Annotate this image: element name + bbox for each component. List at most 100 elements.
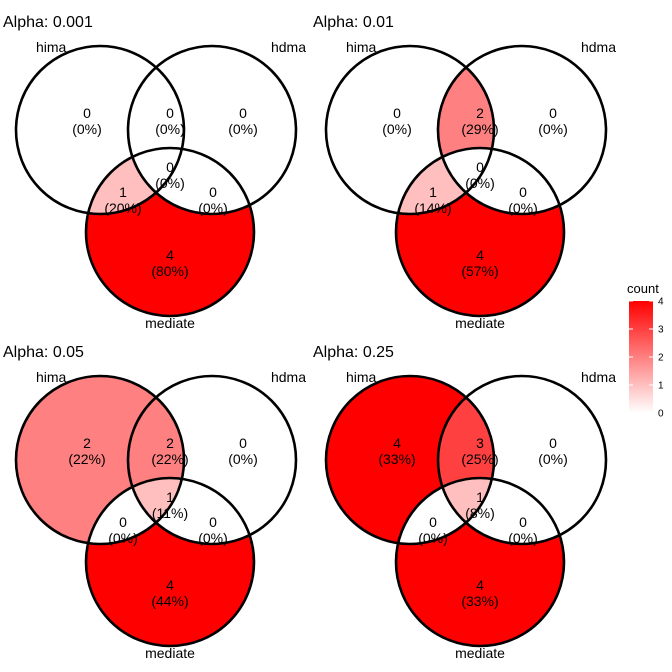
legend-tick-label: 2 <box>658 353 664 364</box>
region-percent: (0%) <box>508 530 538 546</box>
set-label: mediate <box>455 315 505 331</box>
set-label: hdma <box>581 39 616 55</box>
region-fills <box>326 46 606 316</box>
region-percent: (22%) <box>68 451 105 467</box>
region-count: 3 <box>476 435 484 451</box>
region-fills <box>16 46 296 316</box>
set-outline <box>84 476 256 648</box>
region-count: 4 <box>166 247 174 263</box>
region-count: 0 <box>476 159 484 175</box>
region-percent: (0%) <box>382 121 412 137</box>
set-outline <box>394 476 566 648</box>
region-percent: (8%) <box>465 505 495 521</box>
region-count: 4 <box>166 577 174 593</box>
region-percent: (44%) <box>151 593 188 609</box>
legend-tick-label: 3 <box>658 325 664 336</box>
set-outline <box>14 44 186 216</box>
region-count: 2 <box>476 105 484 121</box>
set-outline <box>84 146 256 318</box>
region-count: 0 <box>519 514 527 530</box>
hima-mediate-region <box>396 148 494 214</box>
set-label: hdma <box>271 369 306 385</box>
region-count: 1 <box>476 489 484 505</box>
set-outline <box>394 146 566 318</box>
region-percent: (22%) <box>151 451 188 467</box>
region-percent: (0%) <box>465 175 495 191</box>
count-legend: count 0 1 2 3 4 <box>627 281 664 420</box>
hdma-mediate-region <box>128 148 254 214</box>
set-outline <box>14 374 186 546</box>
set-label: hima <box>36 369 67 385</box>
set-label: hima <box>346 39 377 55</box>
set-label: hdma <box>271 39 306 55</box>
region-count: 0 <box>549 105 557 121</box>
region-percent: (0%) <box>418 530 448 546</box>
panel-title: Alpha: 0.05 <box>3 344 84 361</box>
region-percent: (11%) <box>152 505 188 521</box>
legend-title: count <box>627 281 659 296</box>
region-percent: (29%) <box>461 121 498 137</box>
set-outline <box>436 374 608 546</box>
hdma-mediate-region <box>438 478 564 544</box>
region-percent: (80%) <box>151 263 188 279</box>
set-outline <box>126 44 298 216</box>
region-percent: (0%) <box>538 121 568 137</box>
region-count: 2 <box>166 435 174 451</box>
set-outline <box>324 374 496 546</box>
set-label: mediate <box>145 645 195 661</box>
panel-title: Alpha: 0.001 <box>3 14 93 31</box>
hdma-mediate-region <box>438 148 564 214</box>
region-percent: (0%) <box>228 451 258 467</box>
region-count: 0 <box>239 435 247 451</box>
legend-tick-label: 4 <box>658 297 664 308</box>
region-count: 1 <box>429 184 437 200</box>
panel-title: Alpha: 0.01 <box>313 14 394 31</box>
region-count: 0 <box>83 105 91 121</box>
region-percent: (0%) <box>228 121 258 137</box>
region-count: 0 <box>519 184 527 200</box>
region-percent: (0%) <box>72 121 102 137</box>
set-label: hima <box>36 39 67 55</box>
region-percent: (0%) <box>198 200 228 216</box>
region-count: 4 <box>476 247 484 263</box>
region-percent: (0%) <box>155 121 185 137</box>
region-fills <box>326 376 606 646</box>
region-fills <box>16 376 296 646</box>
region-count: 4 <box>476 577 484 593</box>
region-count: 0 <box>393 105 401 121</box>
panel-title: Alpha: 0.25 <box>313 344 394 361</box>
region-count: 0 <box>209 184 217 200</box>
hima-mediate-region <box>86 478 184 544</box>
region-count: 0 <box>166 159 174 175</box>
hima-mediate-region <box>396 478 494 544</box>
region-percent: (20%) <box>104 200 141 216</box>
region-percent: (14%) <box>414 200 451 216</box>
region-count: 2 <box>83 435 91 451</box>
set-label: hdma <box>581 369 616 385</box>
region-count: 0 <box>166 105 174 121</box>
region-percent: (33%) <box>461 593 498 609</box>
region-count: 1 <box>166 489 174 505</box>
set-outline <box>126 374 298 546</box>
legend-tick-label: 1 <box>658 381 664 392</box>
set-label: mediate <box>145 315 195 331</box>
region-percent: (0%) <box>198 530 228 546</box>
region-percent: (33%) <box>378 451 415 467</box>
region-percent: (25%) <box>461 451 498 467</box>
set-label: mediate <box>455 645 505 661</box>
region-percent: (0%) <box>155 175 185 191</box>
set-label: hima <box>346 369 377 385</box>
region-count: 0 <box>429 514 437 530</box>
region-count: 0 <box>209 514 217 530</box>
set-outline <box>436 44 608 216</box>
region-percent: (0%) <box>508 200 538 216</box>
region-count: 0 <box>239 105 247 121</box>
region-percent: (57%) <box>461 263 498 279</box>
hima-mediate-region <box>86 148 184 214</box>
